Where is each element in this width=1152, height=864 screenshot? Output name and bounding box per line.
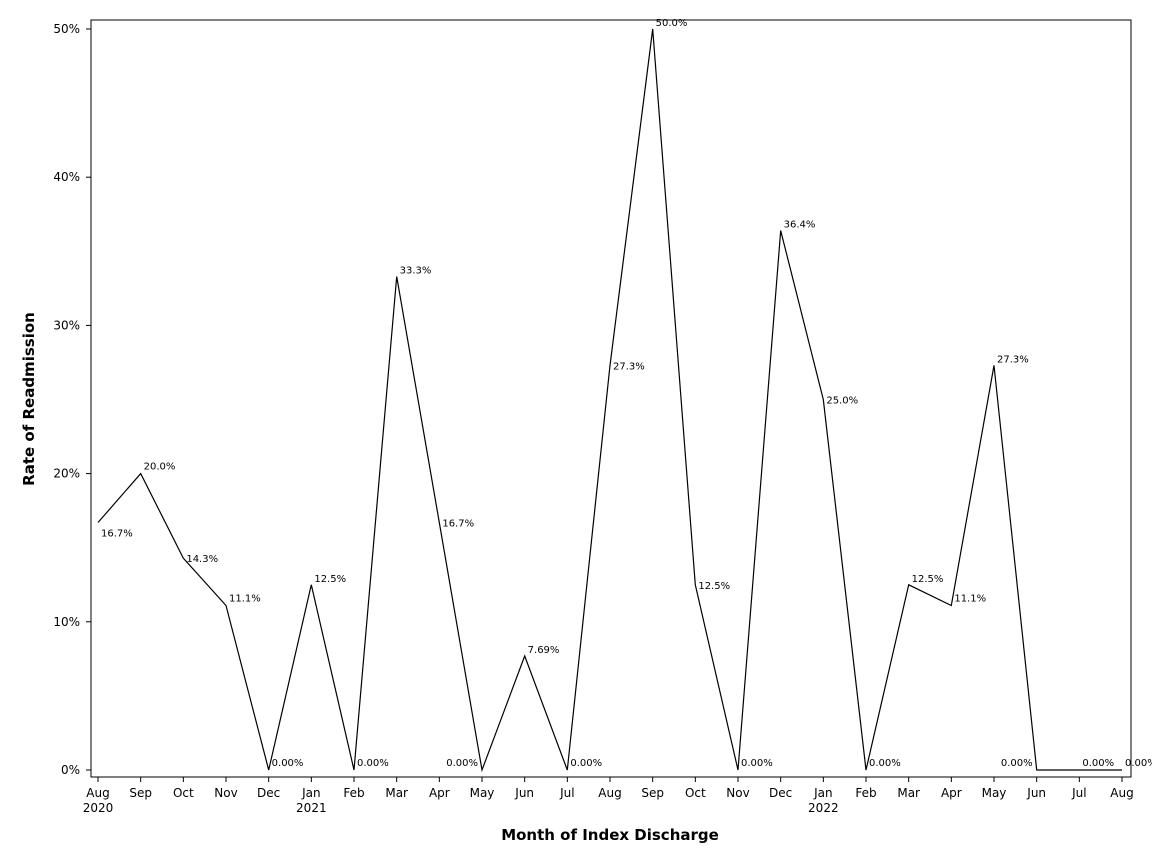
series-line — [97, 28, 1122, 773]
data-label: 16.7% — [442, 519, 474, 530]
x-tick-label: Mar — [897, 786, 920, 800]
data-label: 27.3% — [997, 354, 1029, 365]
data-label: 36.4% — [784, 220, 816, 231]
data-label: 27.3% — [613, 361, 645, 372]
data-label: 20.0% — [144, 462, 176, 473]
data-label: 0.00% — [869, 758, 901, 769]
y-axis-title: Rate of Readmission — [20, 312, 38, 486]
data-label: 0.00% — [1082, 758, 1114, 769]
data-label: 12.5% — [314, 574, 346, 585]
data-label: 7.69% — [528, 645, 560, 656]
x-tick-label: Jul — [1071, 786, 1086, 800]
y-tick-label: 30% — [53, 318, 80, 332]
data-label: 0.00% — [272, 758, 304, 769]
x-year-label: 2020 — [83, 801, 114, 815]
data-label: 0.00% — [357, 758, 389, 769]
data-label: 12.5% — [698, 581, 730, 592]
y-axis: 0% 10% 20% 30% 40% 50% — [53, 22, 91, 777]
x-tick-label: Jun — [1026, 786, 1046, 800]
x-tick-label: Dec — [257, 786, 280, 800]
data-label: 16.7% — [101, 529, 133, 540]
x-tick-label: Nov — [726, 786, 749, 800]
x-tick-label: Jun — [514, 786, 534, 800]
y-tick-label: 0% — [61, 763, 80, 777]
x-tick-label: Feb — [343, 786, 364, 800]
x-tick-label: Nov — [214, 786, 237, 800]
x-year-label: 2021 — [296, 801, 327, 815]
data-label: 0.00% — [1001, 758, 1033, 769]
data-label: 0.00% — [1125, 758, 1152, 769]
x-tick-label: Mar — [385, 786, 408, 800]
data-label: 11.1% — [229, 593, 261, 604]
data-labels: 16.7% 20.0% 14.3% 11.1% 0.00% 12.5% 0.00% 33.3%… — [101, 18, 1152, 769]
x-tick-label: Aug — [86, 786, 109, 800]
y-tick-label: 10% — [53, 615, 80, 629]
y-tick-label: 20% — [53, 467, 80, 481]
x-tick-label: Sep — [641, 786, 664, 800]
x-tick-label: Jan — [813, 786, 833, 800]
data-label: 11.1% — [954, 593, 986, 604]
x-tick-label: May — [470, 786, 495, 800]
x-tick-label: May — [982, 786, 1007, 800]
x-tick-label: Jan — [301, 786, 321, 800]
data-label: 25.0% — [826, 396, 858, 407]
x-tick-label: Jul — [559, 786, 574, 800]
data-label: 33.3% — [400, 265, 432, 276]
x-year-label: 2022 — [808, 801, 839, 815]
data-label: 12.5% — [912, 574, 944, 585]
x-tick-label: Apr — [941, 786, 962, 800]
x-tick-label: Oct — [173, 786, 194, 800]
y-tick-label: 40% — [53, 170, 80, 184]
x-tick-label: Apr — [429, 786, 450, 800]
x-axis-title: Month of Index Discharge — [501, 826, 719, 844]
y-tick-label: 50% — [53, 22, 80, 36]
x-tick-label: Sep — [129, 786, 152, 800]
x-tick-label: Oct — [685, 786, 706, 800]
data-label: 50.0% — [656, 18, 688, 29]
plot-frame — [90, 19, 1132, 778]
x-tick-label: Dec — [769, 786, 792, 800]
data-label: 0.00% — [570, 758, 602, 769]
x-tick-label: Aug — [1110, 786, 1133, 800]
data-label: 14.3% — [186, 554, 218, 565]
data-label: 0.00% — [741, 758, 773, 769]
x-tick-label: Aug — [598, 786, 621, 800]
x-tick-label: Feb — [855, 786, 876, 800]
x-axis: Aug Sep Oct Nov Dec Jan Feb Mar Apr May Jun Jul Aug S… — [83, 777, 1134, 815]
data-label: 0.00% — [446, 758, 478, 769]
